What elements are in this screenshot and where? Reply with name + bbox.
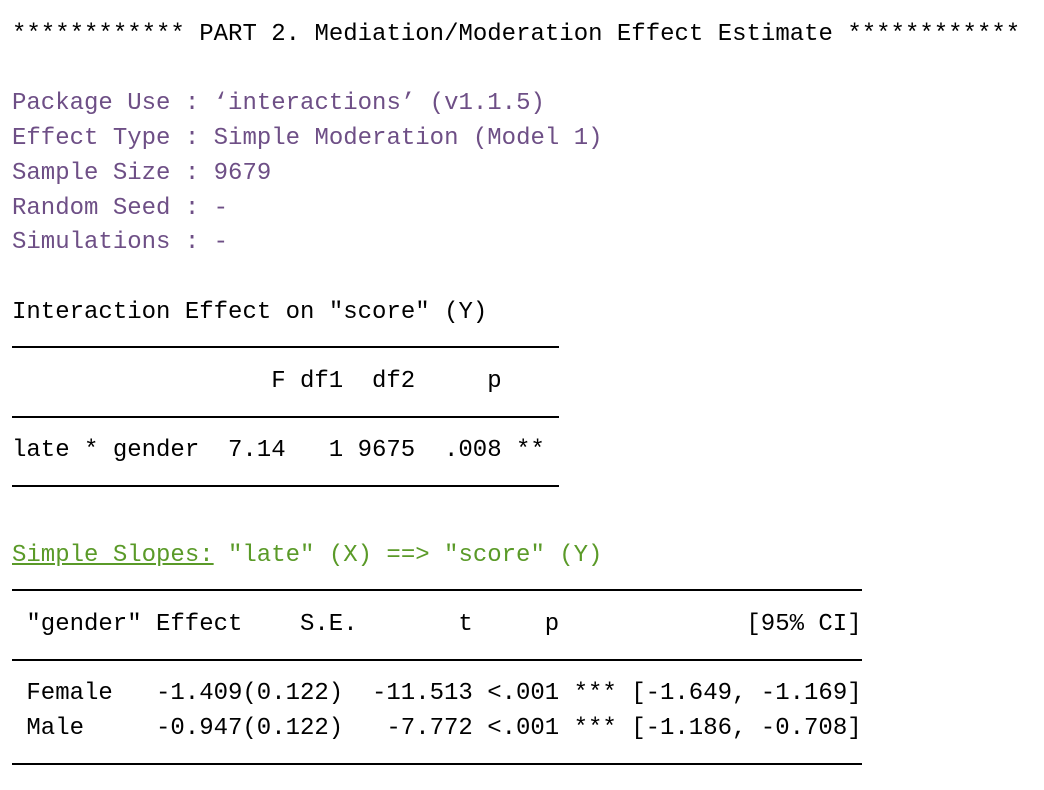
column-header: p bbox=[544, 610, 560, 638]
table-cell: -7.772 bbox=[386, 715, 473, 742]
table-rule bbox=[12, 589, 862, 592]
section-header: ************ PART 2. Mediation/Moderatio… bbox=[12, 21, 1021, 48]
setting-line: Sample Size : 9679 bbox=[12, 159, 272, 187]
column-header: S.E. bbox=[300, 610, 358, 638]
column-header: df1 bbox=[300, 368, 344, 395]
table-cell: <.001 bbox=[487, 715, 560, 742]
table-cell: 1 bbox=[328, 437, 344, 465]
table-title: "late" (X) ==> "score" (Y) bbox=[228, 541, 603, 569]
table-cell: late * gender bbox=[12, 437, 200, 465]
column-header: "gender" bbox=[26, 610, 142, 638]
table-cell: .008 bbox=[444, 437, 502, 465]
table-rule bbox=[12, 346, 560, 349]
column-header: Effect bbox=[156, 610, 243, 638]
table-cell: (0.122) bbox=[242, 715, 344, 742]
column-header: [95% CI] bbox=[746, 610, 862, 638]
table-cell: [-1.649, -1.169] bbox=[631, 680, 862, 708]
table-cell: Female bbox=[26, 680, 113, 708]
table-cell: [-1.186, -0.708] bbox=[631, 715, 862, 742]
setting-line: Random Seed : - bbox=[12, 194, 229, 222]
table-cell: -0.947 bbox=[156, 715, 243, 742]
table-cell: ** bbox=[516, 437, 545, 465]
table-cell: Male bbox=[26, 715, 84, 742]
section-link[interactable]: Simple Slopes: bbox=[12, 541, 214, 569]
setting-line: Package Use : ‘interactions’ (v1.1.5) bbox=[12, 90, 545, 118]
column-header: F bbox=[271, 368, 286, 395]
table-rule bbox=[12, 485, 560, 488]
setting-line: Simulations : - bbox=[12, 229, 229, 257]
column-header: df2 bbox=[372, 368, 416, 395]
table-cell: <.001 bbox=[487, 680, 560, 708]
table-cell: -11.513 bbox=[372, 680, 473, 708]
table-title: Interaction Effect on "score" (Y) bbox=[12, 298, 488, 326]
table-rule bbox=[12, 658, 862, 661]
table-rule bbox=[12, 415, 560, 418]
setting-line: Effect Type : Simple Moderation (Model 1… bbox=[12, 125, 603, 153]
column-header: p bbox=[487, 368, 502, 395]
table-cell: *** bbox=[573, 715, 617, 742]
table-cell: 9675 bbox=[357, 437, 416, 465]
table-cell: (0.122) bbox=[242, 680, 344, 708]
table-cell: -1.409 bbox=[156, 680, 243, 708]
column-header: t bbox=[458, 610, 473, 638]
table-cell: *** bbox=[573, 680, 617, 708]
table-rule bbox=[12, 762, 862, 765]
table-cell: 7.14 bbox=[228, 437, 286, 465]
